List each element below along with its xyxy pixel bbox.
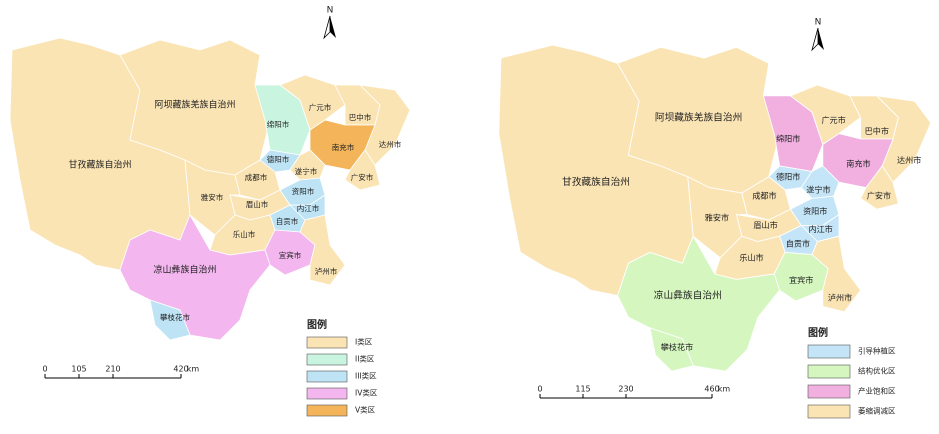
region-label: 绵阳市 [776, 134, 800, 144]
scale-label: 0 [537, 385, 542, 394]
legend-swatch [807, 344, 851, 359]
region [649, 327, 694, 372]
scale-label: 460 [704, 385, 719, 394]
legend-label: IV类区 [355, 388, 378, 398]
region [811, 235, 862, 313]
region-label: 凉山彝族自治州 [654, 289, 722, 302]
region-label: 南充市 [846, 158, 870, 168]
legend-label: I类区 [355, 337, 373, 347]
region-label: 遂宁市 [806, 184, 830, 194]
region-label: 自贡市 [786, 238, 810, 248]
region [184, 159, 241, 236]
legend-label: V类区 [355, 405, 376, 415]
region-label: 达州市 [897, 155, 921, 165]
region-label: 资阳市 [803, 206, 827, 216]
scale-label: 115 [575, 385, 590, 394]
region-label: 阿坝藏族羌族自治州 [154, 99, 235, 111]
region-label: 乐山市 [233, 229, 256, 239]
north-arrow [818, 28, 824, 50]
north-arrow [330, 16, 336, 38]
region-label: 达州市 [379, 139, 402, 149]
legend-label: II类区 [355, 354, 375, 364]
region-label: 泸州市 [828, 292, 852, 302]
legend-swatch [306, 353, 348, 366]
legend-swatch [306, 404, 348, 417]
region-label: 内江市 [808, 224, 832, 234]
region-label: 甘孜藏族自治州 [68, 159, 131, 171]
region [149, 299, 191, 341]
region-label: 乐山市 [739, 252, 763, 262]
legend-title: 图例 [307, 318, 327, 331]
region-label: 绵阳市 [267, 119, 290, 129]
region-label: 泸州市 [315, 266, 338, 276]
region-label: 成都市 [245, 172, 268, 182]
scale-label: 230 [618, 385, 633, 394]
scale-label: 420 [173, 365, 188, 374]
scale-label: 0 [42, 365, 47, 374]
legend-swatch [306, 336, 348, 349]
region [279, 74, 346, 131]
north-arrow [811, 27, 819, 52]
region-label: 广元市 [821, 115, 845, 125]
legend-swatch [807, 384, 851, 399]
scale-label: 105 [71, 365, 86, 374]
region [687, 176, 748, 259]
region [344, 149, 381, 191]
scale-unit: km [187, 365, 200, 374]
legend-swatch [807, 404, 851, 419]
region [860, 165, 899, 210]
legend-label: 结构优化区 [858, 366, 896, 376]
region-label: 甘孜藏族自治州 [562, 175, 630, 188]
region [789, 84, 862, 146]
region-label: 内江市 [297, 203, 320, 213]
region-label: 广元市 [309, 102, 332, 112]
region-label: 眉山市 [246, 199, 269, 209]
region-label: 雅安市 [705, 212, 729, 222]
region-label: 宜宾市 [279, 250, 302, 260]
region-label: 巴中市 [349, 112, 372, 122]
region-label: 南充市 [332, 142, 355, 152]
legend-title: 图例 [808, 326, 828, 339]
scale-unit: km [718, 385, 731, 394]
north-arrow [323, 15, 331, 40]
north-label: N [815, 18, 822, 28]
legend-label: 产业饱和区 [858, 386, 896, 396]
legend-label: 萎缩调减区 [858, 406, 896, 416]
region-label: 广安市 [867, 191, 891, 201]
region-label: 资阳市 [292, 186, 315, 196]
scale-label: 210 [105, 365, 120, 374]
region-label: 广安市 [351, 172, 374, 182]
region-label: 攀枝花市 [661, 342, 693, 352]
region-label: 巴中市 [865, 126, 889, 136]
legend-label: 引导种植区 [858, 346, 896, 356]
legend-label: III类区 [355, 371, 377, 381]
legend-swatch [306, 370, 348, 383]
legend-swatch [306, 387, 348, 400]
region-label: 阿坝藏族羌族自治州 [655, 110, 742, 123]
region-label: 成都市 [752, 191, 776, 201]
region-label: 德阳市 [776, 171, 800, 181]
region-label: 遂宁市 [295, 166, 318, 176]
region-label: 眉山市 [753, 220, 777, 230]
region-label: 宜宾市 [789, 275, 813, 285]
north-label: N [327, 6, 334, 16]
region-label: 自贡市 [276, 216, 299, 226]
region-label: 雅安市 [201, 192, 224, 202]
region [299, 214, 346, 286]
region-label: 德阳市 [267, 154, 290, 164]
region-label: 凉山彝族自治州 [153, 264, 216, 276]
legend-swatch [807, 364, 851, 379]
region-label: 攀枝花市 [160, 312, 190, 322]
